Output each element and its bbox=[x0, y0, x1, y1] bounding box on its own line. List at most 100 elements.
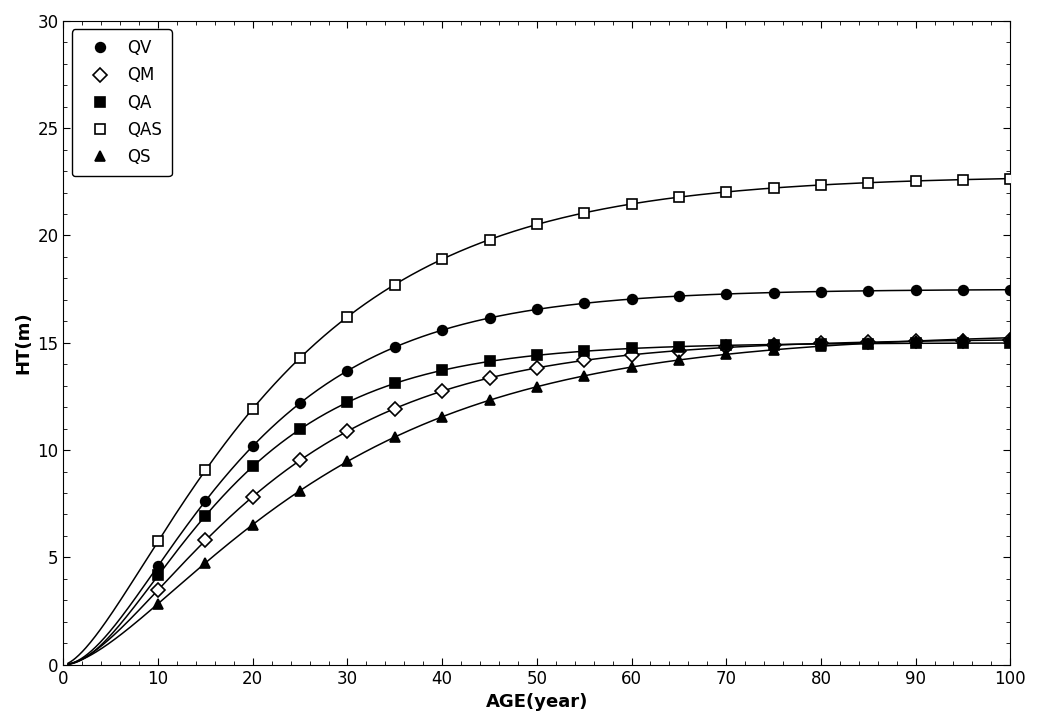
QAS bbox=[625, 199, 638, 208]
QM bbox=[625, 350, 638, 359]
QM bbox=[909, 337, 921, 346]
QM bbox=[768, 341, 780, 349]
QAS bbox=[957, 175, 969, 184]
QA bbox=[294, 425, 307, 434]
QV bbox=[1004, 286, 1016, 294]
QA bbox=[484, 357, 496, 365]
QA bbox=[768, 340, 780, 349]
QV bbox=[814, 287, 827, 296]
Y-axis label: HT(m): HT(m) bbox=[14, 312, 32, 374]
QAS bbox=[1004, 174, 1016, 183]
QS bbox=[909, 336, 921, 345]
QA bbox=[673, 342, 685, 351]
QV bbox=[578, 299, 591, 307]
QV bbox=[246, 442, 259, 450]
QS bbox=[768, 346, 780, 355]
Line: QS: QS bbox=[153, 333, 1015, 608]
QAS bbox=[578, 209, 591, 218]
QS bbox=[436, 413, 448, 421]
QA bbox=[1004, 339, 1016, 347]
QA bbox=[341, 398, 354, 407]
QV bbox=[673, 291, 685, 300]
QA bbox=[862, 339, 875, 348]
QS bbox=[200, 558, 212, 567]
QV bbox=[625, 295, 638, 304]
QS bbox=[862, 339, 875, 348]
QM bbox=[152, 586, 164, 594]
QV bbox=[862, 286, 875, 295]
QM bbox=[673, 347, 685, 355]
Line: QAS: QAS bbox=[153, 174, 1015, 546]
QA bbox=[909, 339, 921, 348]
QV bbox=[436, 326, 448, 334]
QA bbox=[436, 366, 448, 375]
QS bbox=[530, 382, 543, 391]
QM bbox=[578, 356, 591, 365]
QA bbox=[957, 339, 969, 347]
QV bbox=[152, 561, 164, 570]
QAS bbox=[673, 193, 685, 202]
QAS bbox=[862, 178, 875, 187]
QA bbox=[578, 347, 591, 355]
QAS bbox=[294, 353, 307, 362]
QM bbox=[341, 427, 354, 436]
QM bbox=[814, 339, 827, 348]
QS bbox=[152, 600, 164, 608]
QS bbox=[625, 362, 638, 371]
QV bbox=[909, 286, 921, 294]
QAS bbox=[341, 312, 354, 321]
QAS bbox=[246, 405, 259, 413]
QA bbox=[152, 571, 164, 580]
QS bbox=[246, 520, 259, 529]
QAS bbox=[814, 181, 827, 189]
QA bbox=[389, 379, 401, 388]
Line: QA: QA bbox=[153, 338, 1015, 580]
QS bbox=[484, 396, 496, 405]
Line: QV: QV bbox=[153, 285, 1015, 571]
QAS bbox=[909, 177, 921, 186]
QS bbox=[578, 371, 591, 380]
QM bbox=[957, 336, 969, 345]
QS bbox=[389, 433, 401, 442]
X-axis label: AGE(year): AGE(year) bbox=[486, 693, 588, 711]
QV bbox=[389, 343, 401, 352]
QAS bbox=[152, 536, 164, 545]
QV bbox=[768, 288, 780, 297]
QM bbox=[720, 343, 732, 352]
QAS bbox=[720, 188, 732, 196]
QM bbox=[200, 536, 212, 544]
QAS bbox=[389, 280, 401, 289]
QM bbox=[484, 373, 496, 382]
QM bbox=[1004, 336, 1016, 344]
QS bbox=[1004, 334, 1016, 342]
QS bbox=[957, 335, 969, 344]
QA bbox=[625, 344, 638, 353]
QM bbox=[862, 338, 875, 347]
QA bbox=[814, 339, 827, 348]
QA bbox=[720, 341, 732, 349]
QAS bbox=[768, 183, 780, 192]
QAS bbox=[436, 255, 448, 264]
QV bbox=[200, 497, 212, 505]
Legend: QV, QM, QA, QAS, QS: QV, QM, QA, QAS, QS bbox=[72, 29, 172, 176]
QS bbox=[720, 350, 732, 359]
QM bbox=[436, 386, 448, 395]
QA bbox=[246, 462, 259, 471]
QM bbox=[294, 456, 307, 465]
QV bbox=[957, 286, 969, 294]
QV bbox=[484, 314, 496, 323]
QV bbox=[530, 305, 543, 314]
QS bbox=[673, 356, 685, 365]
QAS bbox=[530, 220, 543, 229]
QV bbox=[720, 290, 732, 299]
QS bbox=[814, 342, 827, 351]
QA bbox=[530, 351, 543, 360]
QAS bbox=[200, 466, 212, 475]
QV bbox=[294, 399, 307, 407]
QM bbox=[246, 492, 259, 501]
Line: QM: QM bbox=[153, 335, 1015, 594]
QM bbox=[389, 404, 401, 413]
QA bbox=[200, 511, 212, 520]
QS bbox=[341, 457, 354, 465]
QM bbox=[530, 363, 543, 372]
